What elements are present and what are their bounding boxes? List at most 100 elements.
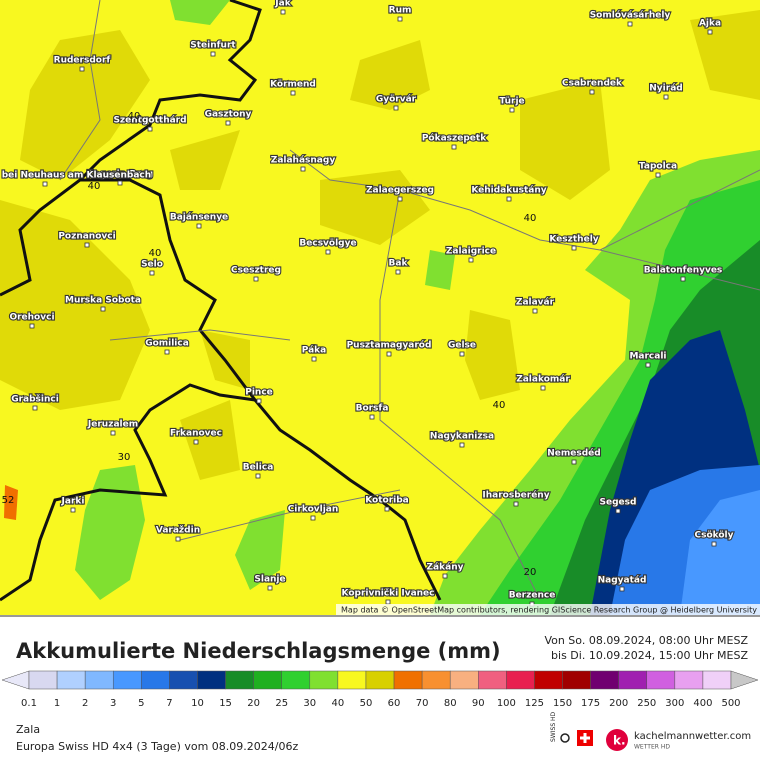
contour-label: 30	[118, 452, 131, 463]
place-label: Pince	[245, 388, 273, 398]
place-dot	[386, 351, 392, 357]
place-label: Somlóvásárhely	[590, 10, 671, 21]
attribution: Map data © OpenStreetMap contributors, r…	[341, 606, 757, 615]
place-label: Belica	[243, 463, 274, 473]
swiss-label: SWISS HD	[550, 711, 557, 742]
contour-5	[680, 490, 760, 615]
legend-swatch	[337, 670, 367, 690]
legend-title: Akkumulierte Niederschlagsmenge (mm)	[16, 639, 501, 663]
place-label: Cirkovljan	[288, 505, 339, 515]
place-dot	[707, 29, 713, 35]
place-dot	[615, 508, 621, 514]
place-dot	[509, 107, 515, 113]
place-label: Koprivnički Ivanec	[342, 588, 435, 599]
place-dot	[70, 507, 76, 513]
contour-label: 40	[493, 400, 506, 411]
borders	[0, 0, 442, 602]
place-label: Segesd	[600, 498, 637, 508]
legend-arrow-high	[730, 670, 759, 690]
place-label: Bajánsenye	[170, 213, 228, 223]
legend-swatch	[421, 670, 451, 690]
contour-label: 40	[524, 213, 537, 224]
place-dot	[532, 308, 538, 314]
place-dot	[84, 242, 90, 248]
place-dot	[589, 89, 595, 95]
legend-label: 40	[332, 698, 345, 709]
place-label: Nemesdéd	[547, 448, 600, 459]
place-label: Zalaigrice	[446, 247, 496, 257]
legend-swatch	[534, 670, 563, 690]
place-label: Becsvölgye	[299, 239, 356, 249]
place-label: Orehovci	[9, 313, 54, 323]
legend-swatch	[197, 670, 226, 690]
place-label: Pókaszepetk	[422, 133, 487, 144]
place-label: Gomilica	[145, 339, 189, 349]
place-dot	[300, 166, 306, 172]
contour-label: 40	[149, 248, 162, 259]
legend-label: 80	[444, 698, 457, 709]
legend-label: 7	[166, 698, 172, 709]
place-label: Jeruzalem	[87, 420, 138, 430]
legend-swatch	[84, 670, 114, 690]
place-dot	[711, 541, 717, 547]
period-from: Von So. 08.09.2024, 08:00 Uhr MESZ	[544, 634, 748, 647]
place-dot	[680, 276, 686, 282]
place-dot	[255, 473, 261, 479]
legend-swatch	[28, 670, 58, 690]
legend-label: 3	[110, 698, 116, 709]
place-dot	[311, 356, 317, 362]
legend-label: 70	[416, 698, 429, 709]
place-label: Csabrendek	[562, 79, 623, 89]
place-dot	[369, 414, 375, 420]
legend-label: 300	[665, 698, 684, 709]
place-label: Zalavár	[516, 298, 555, 308]
place-label: Zalaegerszeg	[366, 186, 434, 196]
place-label: Páka	[302, 346, 327, 356]
border-hu	[80, 178, 442, 601]
place-dot	[459, 351, 465, 357]
legend-swatch	[449, 670, 479, 690]
legend-label: 250	[637, 698, 656, 709]
legend: 0.1 1 2 3 5 7 10 15 20 25 30 40 50 60 70 80 90 100 125 150 1…	[1, 670, 759, 709]
legend-swatch	[225, 670, 254, 690]
place-dot	[442, 573, 448, 579]
legend-swatch	[169, 670, 198, 690]
legend-swatch	[618, 670, 648, 690]
legend-swatch	[393, 670, 423, 690]
place-labels: Ják Rum Somlóvásárhely Ajka Steinfurt Rudersd…	[0, 0, 735, 607]
legend-label: 60	[388, 698, 401, 709]
place-label: Berzence	[509, 591, 556, 601]
swiss-cross	[580, 733, 590, 743]
place-dot	[117, 180, 123, 186]
place-dot	[290, 90, 296, 96]
legend-swatch	[478, 670, 507, 690]
model: Europa Swiss HD 4x4 (3 Tage) vom 08.09.2…	[16, 740, 298, 753]
place-label: Rudersdorf	[54, 56, 111, 66]
place-label: Selo	[141, 260, 163, 270]
place-label: Türje	[499, 97, 524, 107]
place-label: Jarki	[61, 497, 85, 507]
legend-label: 200	[609, 698, 628, 709]
place-label: Pusztamagyaród	[347, 340, 432, 351]
legend-label: 100	[497, 698, 516, 709]
legend-label: 400	[693, 698, 712, 709]
contour-label: 52	[2, 495, 15, 506]
legend-label: 15	[219, 698, 232, 709]
legend-swatch	[281, 670, 311, 690]
search-icon	[560, 733, 570, 743]
svg-text:k.: k.	[613, 734, 626, 748]
place-label: Nagyatád	[598, 576, 647, 586]
place-dot	[253, 276, 259, 282]
place-label: Nyirád	[649, 84, 682, 94]
legend-swatch	[646, 670, 676, 690]
place-label: Kotoriba	[365, 496, 409, 506]
place-dot	[310, 515, 316, 521]
place-dot	[395, 269, 401, 275]
legend-swatch	[674, 670, 704, 690]
roads	[59, 0, 760, 601]
place-dot	[325, 249, 331, 255]
attribution-bg	[336, 604, 760, 615]
legend-label: 125	[525, 698, 544, 709]
place-label: Iharosberény	[482, 490, 549, 501]
